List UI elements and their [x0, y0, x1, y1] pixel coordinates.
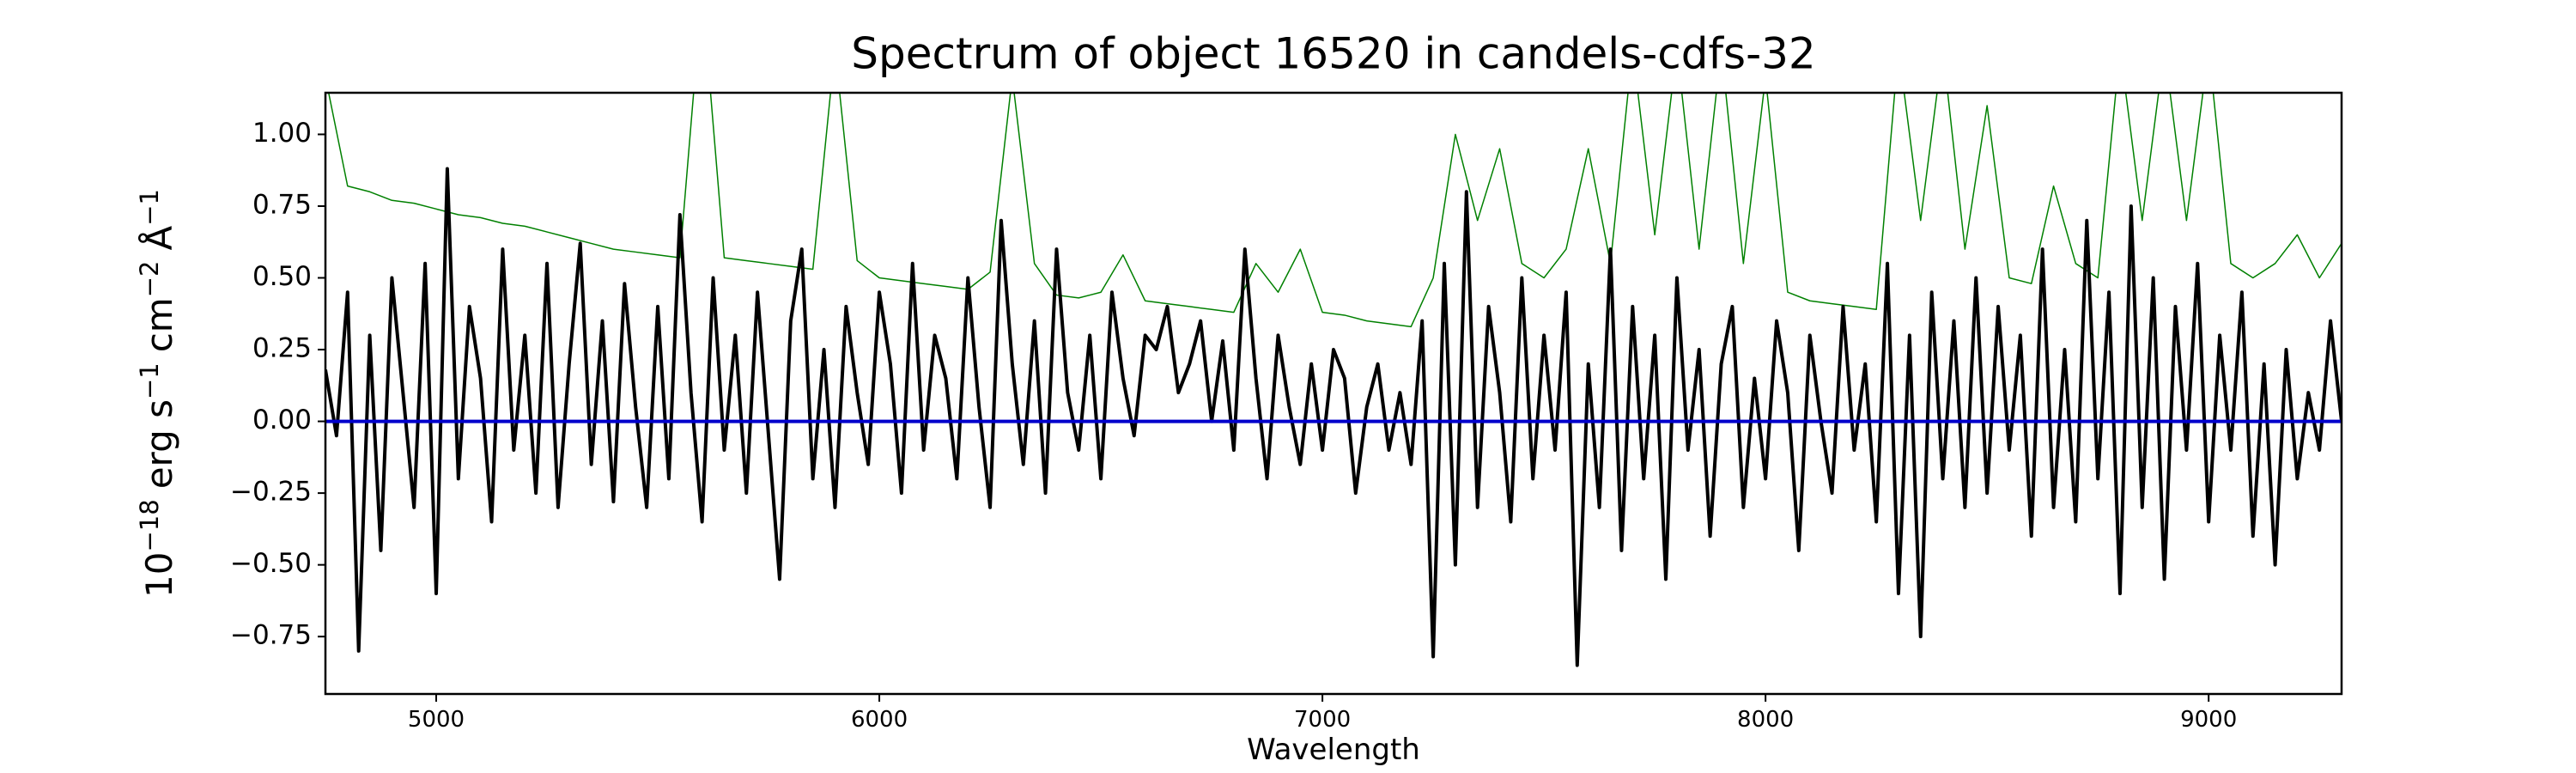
y-tick-label: −0.25	[230, 477, 312, 508]
spectrum-line	[325, 167, 2342, 667]
x-tick-label: 9000	[2180, 707, 2237, 733]
y-tick-label: 0.50	[252, 261, 312, 292]
y-tick-label: 0.25	[252, 333, 312, 364]
y-label-superscript: −2	[135, 261, 164, 298]
x-tick-label: 6000	[851, 707, 908, 733]
y-axis-label: 10−18​erg s−1​cm−2​Å−1​	[135, 189, 180, 598]
spectrum-line	[327, 93, 2342, 328]
axes-frame	[324, 91, 2343, 696]
x-tick-label: 5000	[408, 707, 465, 733]
y-label-part: 10	[138, 552, 180, 598]
chart-title: Spectrum of object 16520 in candels-cdfs…	[851, 29, 1816, 79]
y-label-part: Å	[137, 226, 180, 251]
x-tick-label: 8000	[1737, 707, 1794, 733]
y-label-superscript: −18	[135, 499, 164, 551]
y-tick-label: 0.00	[252, 405, 312, 435]
plot-area	[325, 93, 2342, 667]
y-tick-label: 1.00	[252, 118, 312, 149]
y-tick-label: 0.75	[252, 189, 312, 220]
y-label-part: erg s	[138, 399, 180, 489]
y-tick-label: −0.75	[230, 620, 312, 651]
y-label-superscript: −1	[135, 362, 164, 399]
y-label-superscript: −1	[135, 189, 164, 226]
x-axis-label: Wavelength	[1247, 733, 1420, 767]
y-tick-label: −0.50	[230, 548, 312, 579]
y-label-part: cm	[138, 297, 180, 352]
x-tick-label: 7000	[1294, 707, 1351, 733]
